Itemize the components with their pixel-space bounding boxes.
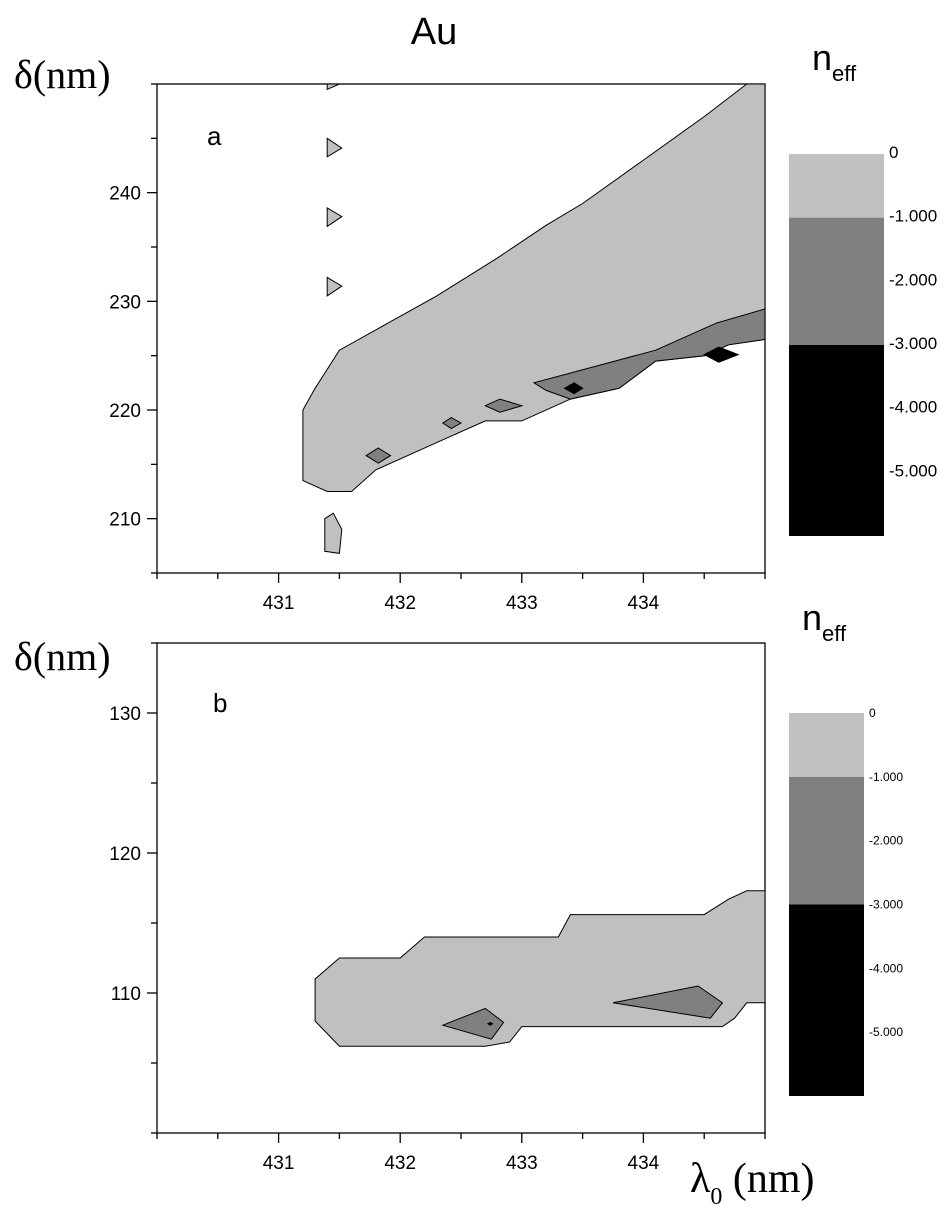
x-tick-label: 433: [506, 593, 538, 614]
colorbar-label: -1.000: [869, 770, 903, 784]
contour-region: [612, 985, 724, 1019]
panel-a-colorbar: 0 -1.000 -2.000 -3.000 -4.000 -5.000: [789, 143, 937, 536]
colorbar-label: -4.000: [869, 961, 903, 975]
y-tick-label: 240: [109, 184, 141, 205]
x-tick-label: 434: [628, 593, 660, 614]
panel-a-y-axis-label: δ(nm): [14, 52, 111, 97]
panel-b-label: b: [213, 688, 227, 718]
contour-region: [441, 417, 463, 430]
colorbar-label: -3.000: [889, 334, 937, 353]
colorbar-band: [789, 776, 864, 905]
colorbar-label: -2.000: [889, 270, 937, 289]
panel-a-colorbar-title: neff: [812, 37, 857, 86]
contour-region: [365, 447, 392, 464]
colorbar-label: -5.000: [889, 461, 937, 480]
x-tick-label: 432: [384, 1153, 416, 1174]
colorbar-label: -2.000: [869, 834, 903, 848]
colorbar-band: [789, 154, 884, 218]
x-tick-label: 431: [263, 593, 295, 614]
x-tick-label: 434: [628, 1153, 660, 1174]
contour-region: [703, 346, 740, 363]
y-tick-label: 110: [111, 984, 141, 1005]
x-tick-label: 431: [263, 1153, 295, 1174]
contour-region: [532, 308, 766, 400]
panel-b-colorbar: 0 -1.000 -2.000 -3.000 -4.000 -5.000: [789, 706, 903, 1096]
plot-frame: [156, 642, 766, 1134]
panel-a-plot-area: 210 220 230 240 431 432 433 434: [109, 83, 766, 614]
colorbar-band: [789, 713, 864, 777]
contour-region: [324, 512, 343, 554]
figure-title: Au: [411, 11, 457, 53]
colorbar-label: 0: [889, 143, 898, 162]
y-tick-label: 120: [109, 844, 141, 865]
colorbar-band: [789, 904, 864, 1096]
contour-region: [302, 83, 766, 492]
contour-region: [326, 207, 343, 228]
panel-b-plot-area: 110 120 130 431 432 433 434: [109, 642, 766, 1174]
x-tick-label: 433: [506, 1153, 538, 1174]
y-tick-label: 210: [109, 510, 141, 531]
panel-b: δ(nm) 110 120 130 431 432 433 434 b neff 0 -1.0…: [14, 597, 903, 1210]
y-tick-label: 230: [109, 292, 141, 313]
panel-b-colorbar-title: neff: [802, 597, 847, 646]
contour-region: [326, 137, 343, 158]
colorbar-label: -4.000: [889, 398, 937, 417]
colorbar-label: -1.000: [889, 207, 937, 226]
contour-region: [486, 1021, 494, 1026]
panel-b-x-axis-label: λ0 (nm): [690, 1156, 815, 1210]
colorbar-band: [789, 217, 884, 345]
colorbar-band: [789, 345, 884, 536]
contour-region: [326, 276, 343, 297]
colorbar-label: 0: [869, 706, 876, 720]
y-tick-label: 130: [109, 704, 141, 725]
colorbar-label: -3.000: [869, 898, 903, 912]
panel-a: δ(nm) 210 220 230 240 431 432 433 434 a neff 0 -…: [14, 37, 937, 614]
panel-a-label: a: [207, 121, 222, 151]
colorbar-label: -5.000: [869, 1025, 903, 1039]
y-tick-label: 220: [109, 401, 141, 422]
contour-region: [326, 83, 340, 91]
x-tick-label: 432: [384, 593, 416, 614]
contour-region: [441, 1007, 505, 1040]
contour-region: [563, 382, 584, 395]
panel-b-y-axis-label: δ(nm): [14, 634, 111, 679]
contour-region: [484, 398, 524, 413]
